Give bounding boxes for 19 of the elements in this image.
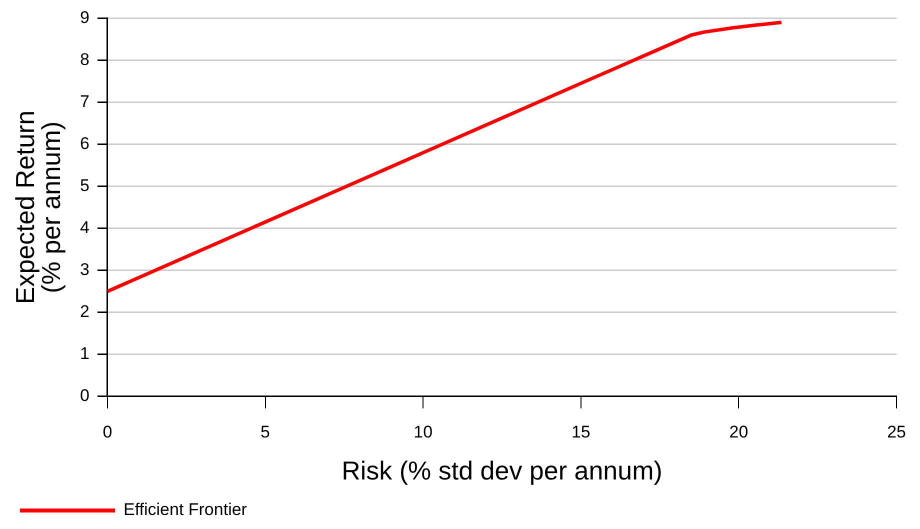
text: Efficient Frontier [124,500,248,520]
x-tick-label: 25 [887,422,906,442]
y-tick-label: 5 [80,176,90,195]
y-tick-label: 2 [80,302,90,322]
y-tick-label: 4 [80,218,90,237]
y-tick-label: 3 [80,260,90,280]
y-tick-label: 6 [80,134,90,153]
x-axis-title: Risk (% std dev per annum) [342,456,662,486]
y-tick-label: 1 [80,344,90,364]
x-tick-label: 0 [102,422,112,442]
y-tick-label: 9 [80,8,90,27]
x-tick-label: 5 [260,422,270,442]
y-tick-label: 7 [80,92,90,111]
x-tick-label: 15 [571,422,590,442]
y-tick-label: 0 [80,386,90,406]
y-axis-title: Expected Return (% per annum) [10,110,66,304]
x-tick-label: 10 [414,422,433,442]
y-tick-label: 8 [80,50,90,69]
x-tick-label: 20 [729,422,748,442]
